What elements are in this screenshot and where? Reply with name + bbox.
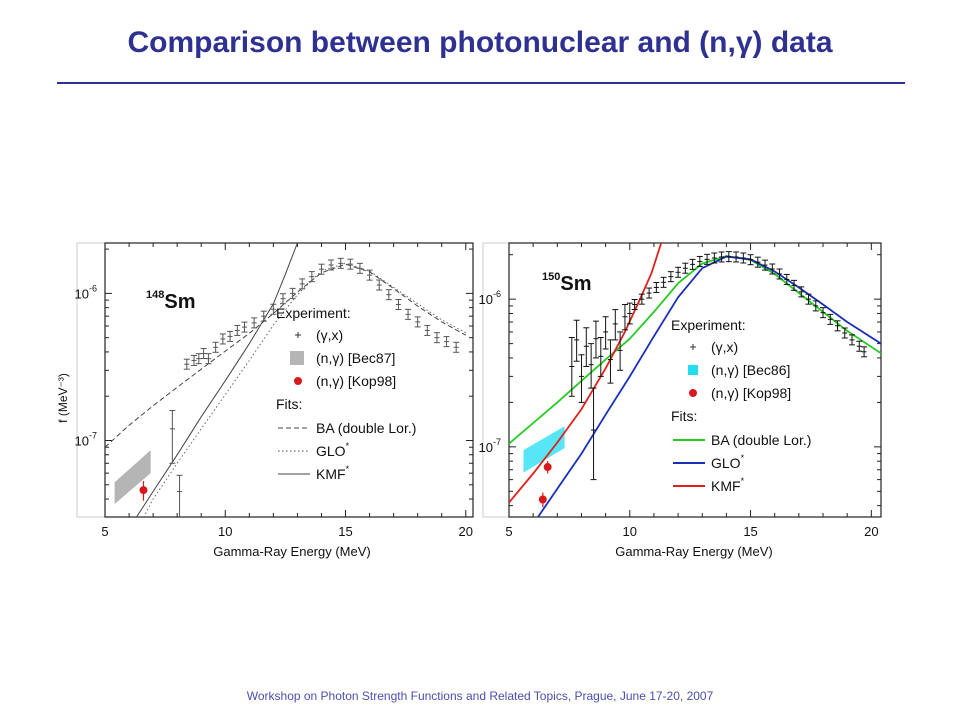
x-tick-label: 15: [338, 524, 352, 539]
fit-curve-2: [135, 243, 298, 517]
y-tick-base: 10: [75, 286, 89, 301]
legend-fit-label: KMF*: [316, 464, 350, 482]
nucleus-mass: 148: [146, 289, 164, 301]
legend-fit-label: GLO*: [316, 441, 350, 459]
nucleus-symbol: Sm: [164, 291, 195, 313]
x-axis-label: Gamma-Ray Energy (MeV): [213, 544, 370, 559]
y-tick-exp: -7: [493, 437, 501, 447]
legend-experiment-title: Experiment:: [276, 305, 351, 321]
y-tick-base: 10: [75, 433, 89, 448]
x-axis-label: Gamma-Ray Energy (MeV): [615, 544, 772, 559]
legend-fit-name: BA (double Lor.): [711, 432, 811, 448]
x-tick-label: 20: [864, 524, 878, 539]
legend-fits-title: Fits:: [671, 408, 697, 424]
legend-kop98-marker: [294, 377, 302, 385]
footer-text: Workshop on Photon Strength Functions an…: [246, 689, 714, 703]
y-axis-label: f (MeV⁻³): [56, 373, 70, 423]
y-tick-label: 10-6: [479, 289, 501, 307]
legend-fit-label: GLO*: [711, 453, 745, 471]
y-tick-label: 10-7: [75, 430, 97, 448]
legend-fit-name: KMF: [711, 478, 741, 494]
x-tick-label: 5: [101, 524, 108, 539]
plot-layer: [105, 243, 467, 517]
y-tick-base: 10: [479, 440, 493, 455]
legend-experiment-label: (n,γ) [Kop98]: [316, 373, 396, 389]
kop98-point: [543, 463, 552, 472]
y-tick-exp: -6: [89, 283, 97, 293]
legend-kop98-marker: [689, 389, 697, 397]
bec-band: [523, 426, 565, 473]
x-tick-label: 5: [505, 524, 512, 539]
legend-fit-name: KMF: [316, 466, 346, 482]
x-tick-label: 10: [623, 524, 637, 539]
legend-experiment-title: Experiment:: [671, 317, 746, 333]
nucleus-symbol: Sm: [560, 273, 591, 295]
plot-area: [508, 242, 882, 518]
kop98-point: [538, 495, 547, 504]
legend-fit-name: BA (double Lor.): [316, 420, 416, 436]
plot-layer: [509, 243, 881, 517]
legend-fit-name: GLO: [711, 455, 741, 471]
x-tick-label: 15: [743, 524, 757, 539]
legend-experiment-label: (n,γ) [Kop98]: [711, 385, 791, 401]
legend: Experiment: (γ,x) (n,γ) [Bec87] (n,γ) [Kop9…: [276, 305, 416, 482]
legend-experiment-label: (n,γ) [Bec86]: [711, 362, 790, 378]
legend-experiment-label: (γ,x): [316, 327, 343, 343]
fit-curve-2: [509, 243, 663, 504]
y-tick-exp: -6: [493, 289, 501, 299]
kop98-point: [139, 486, 148, 495]
legend-fit-label: BA (double Lor.): [711, 432, 811, 448]
fit-curve-1: [537, 255, 881, 517]
legend-fit-sup: *: [346, 464, 350, 474]
legend-fit-sup: *: [741, 476, 745, 486]
slide-title: Comparison between photonuclear and (n,γ…: [127, 26, 833, 59]
legend-fit-sup: *: [741, 453, 745, 463]
legend-bec-marker: [688, 365, 698, 375]
x-tick-label: 20: [459, 524, 473, 539]
legend-fit-label: KMF*: [711, 476, 745, 494]
legend-fit-label: BA (double Lor.): [316, 420, 416, 436]
legend-fit-sup: *: [346, 441, 350, 451]
nucleus-mass: 150: [542, 271, 560, 283]
fit-curve-0: [509, 255, 881, 445]
y-tick-exp: -7: [89, 430, 97, 440]
bec-band: [114, 450, 151, 505]
legend-experiment-label: (n,γ) [Bec87]: [316, 350, 395, 366]
nucleus-label: 148Sm: [146, 289, 195, 313]
y-tick-base: 10: [479, 292, 493, 307]
legend-fit-name: GLO: [316, 443, 346, 459]
y-tick-label: 10-7: [479, 437, 501, 455]
legend-fits-title: Fits:: [276, 396, 302, 412]
nucleus-label: 150Sm: [542, 271, 591, 295]
x-tick-label: 10: [218, 524, 232, 539]
legend: Experiment: (γ,x) (n,γ) [Bec86] (n,γ) [Kop9…: [671, 317, 811, 494]
legend-bec-marker: [290, 351, 304, 365]
legend-experiment-label: (γ,x): [711, 339, 738, 355]
title-underline: [57, 82, 905, 84]
y-tick-label: 10-6: [75, 283, 97, 301]
